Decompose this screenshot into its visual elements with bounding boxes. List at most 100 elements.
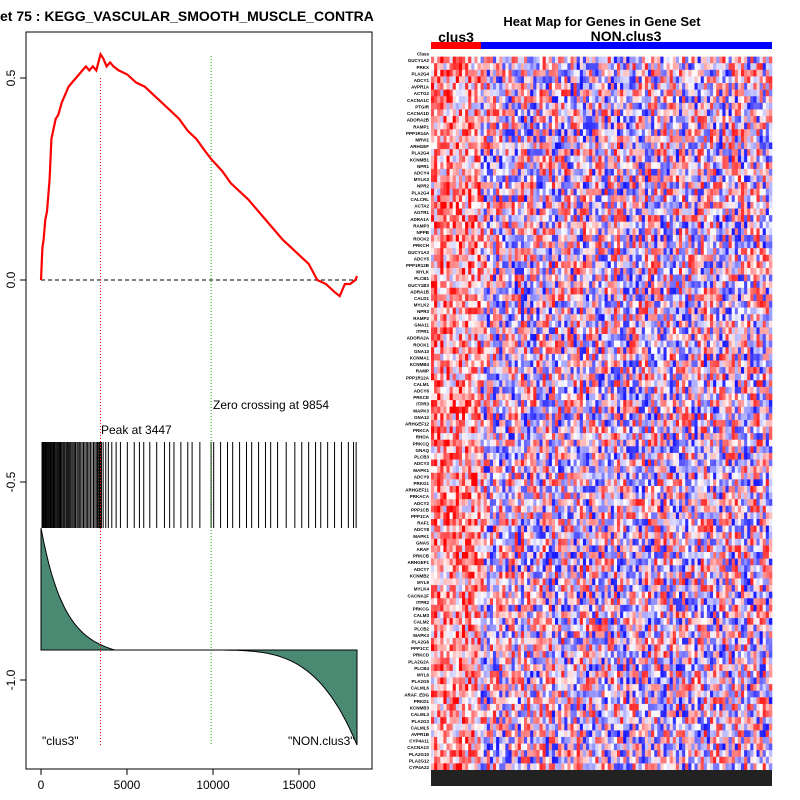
- heatmap-cell: [685, 294, 689, 302]
- heatmap-cell: [555, 175, 559, 183]
- heatmap-cell: [489, 334, 494, 341]
- heatmap-cell: [434, 96, 438, 104]
- heatmap-cell: [641, 294, 646, 302]
- heatmap-cell: [731, 155, 736, 163]
- heatmap-cell: [449, 129, 453, 137]
- heatmap-cell: [703, 175, 708, 183]
- heatmap-cell: [675, 168, 680, 176]
- heatmap-cell: [682, 294, 686, 302]
- heatmap-cell: [524, 116, 528, 123]
- heatmap-cell: [517, 307, 522, 315]
- heatmap-cell: [601, 89, 605, 97]
- heatmap-cell: [496, 155, 500, 163]
- heatmap-cell: [437, 301, 441, 308]
- heatmap-cell: [669, 155, 674, 163]
- heatmap-cell: [626, 168, 630, 176]
- heatmap-cell: [468, 116, 472, 123]
- heatmap-cell: [660, 188, 664, 196]
- heatmap-cell: [626, 135, 630, 143]
- heatmap-cell: [576, 56, 581, 64]
- heatmap-cell: [548, 248, 553, 256]
- heatmap-cell: [520, 254, 525, 262]
- heatmap-cell: [626, 254, 630, 262]
- heatmap-cell: [458, 188, 463, 196]
- heatmap-cell: [486, 195, 491, 203]
- heatmap-cell: [666, 301, 670, 308]
- heatmap-cell: [741, 215, 745, 223]
- heatmap-cell: [741, 274, 745, 282]
- heatmap-cell: [604, 188, 608, 196]
- heatmap-cell: [641, 327, 646, 335]
- heatmap-cell: [483, 340, 488, 348]
- heatmap-cell: [524, 122, 528, 130]
- heatmap-cell: [697, 201, 701, 209]
- heatmap-cell: [617, 142, 621, 150]
- heatmap-cell: [452, 254, 457, 262]
- heatmap-cell: [620, 281, 624, 289]
- heatmap-cell: [573, 314, 577, 322]
- heatmap-cell: [533, 175, 537, 183]
- heatmap-cell: [573, 122, 577, 130]
- heatmap-cell: [431, 188, 435, 196]
- heatmap-cell: [576, 281, 581, 289]
- heatmap-cell: [524, 149, 528, 156]
- heatmap-cell: [682, 182, 686, 190]
- heatmap-cell: [679, 261, 683, 269]
- heatmap-cell: [520, 234, 525, 242]
- heatmap-cell: [539, 89, 543, 97]
- heatmap-cell: [576, 234, 581, 242]
- heatmap-cell: [524, 294, 528, 302]
- heatmap-cell: [629, 228, 633, 236]
- heatmap-cell: [524, 175, 528, 183]
- heatmap-cell: [713, 76, 717, 84]
- heatmap-cell: [700, 89, 705, 97]
- heatmap-cell: [626, 56, 630, 64]
- heatmap-cell: [595, 234, 599, 242]
- heatmap-cell: [632, 76, 636, 84]
- heatmap-cell: [536, 261, 540, 269]
- heatmap-cell: [660, 254, 664, 262]
- heatmap-cell: [610, 248, 615, 256]
- heatmap-cell: [440, 195, 444, 203]
- heatmap-cell: [471, 234, 475, 242]
- heatmap-cell: [474, 248, 478, 256]
- heatmap-cell: [682, 122, 686, 130]
- heatmap-cell: [462, 188, 466, 196]
- heatmap-cell: [493, 248, 497, 256]
- heatmap-cell: [685, 129, 689, 137]
- heatmap-cell: [626, 188, 630, 196]
- heatmap-cell: [638, 208, 643, 216]
- heatmap-cell: [759, 294, 763, 302]
- heatmap-cell: [579, 208, 584, 216]
- heatmap-cell: [449, 347, 453, 355]
- heatmap-cell: [502, 281, 506, 289]
- heatmap-cell: [719, 228, 723, 236]
- heatmap-cell: [651, 149, 655, 156]
- heatmap-cell: [455, 188, 460, 196]
- heatmap-cell: [691, 208, 695, 216]
- heatmap-cell: [710, 56, 714, 64]
- heatmap-cell: [747, 76, 751, 84]
- heatmap-cell: [520, 162, 525, 170]
- heatmap-cell: [539, 281, 543, 289]
- heatmap-cell: [713, 89, 717, 97]
- heatmap-cell: [527, 116, 531, 123]
- heatmap-cell: [548, 254, 553, 262]
- heatmap-cell: [527, 307, 531, 315]
- heatmap-cell: [539, 208, 543, 216]
- heatmap-cell: [623, 234, 627, 242]
- heatmap-cell: [744, 135, 748, 143]
- heatmap-cell: [623, 116, 627, 123]
- heatmap-cell: [573, 69, 577, 77]
- heatmap-cell: [601, 314, 605, 322]
- heatmap-group-label-a: clus3: [438, 29, 474, 45]
- heatmap-cell: [458, 334, 463, 341]
- heatmap-cell: [579, 274, 584, 282]
- heatmap-cell: [722, 102, 726, 110]
- heatmap-cell: [564, 248, 568, 256]
- heatmap-cell: [669, 56, 674, 64]
- heatmap-cell: [499, 109, 503, 117]
- heatmap-cell: [675, 208, 680, 216]
- heatmap-cell: [728, 109, 732, 117]
- heatmap-cell: [434, 69, 438, 77]
